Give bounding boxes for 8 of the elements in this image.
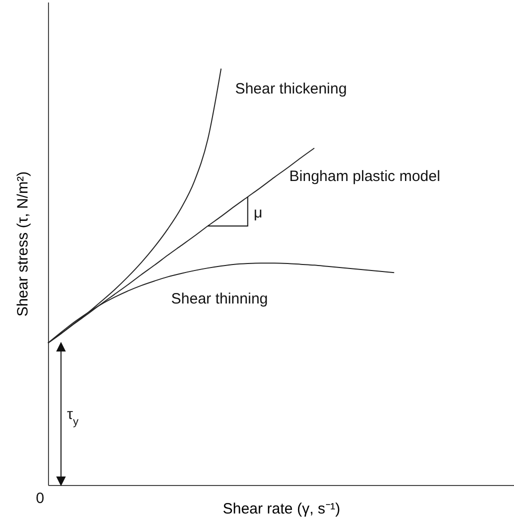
annotation: μ	[254, 204, 262, 222]
annotation: τ$_{y}$	[67, 406, 79, 428]
series-label: Shear thickening	[235, 80, 347, 98]
x-axis-title: Shear rate (γ, s⁻¹)	[222, 500, 340, 518]
series-label: Bingham plastic model	[289, 168, 440, 186]
text: 0	[36, 490, 44, 507]
y-axis-title: Shear stress (τ, N/m²)	[14, 171, 32, 317]
series-label: Shear thinning	[171, 290, 268, 308]
